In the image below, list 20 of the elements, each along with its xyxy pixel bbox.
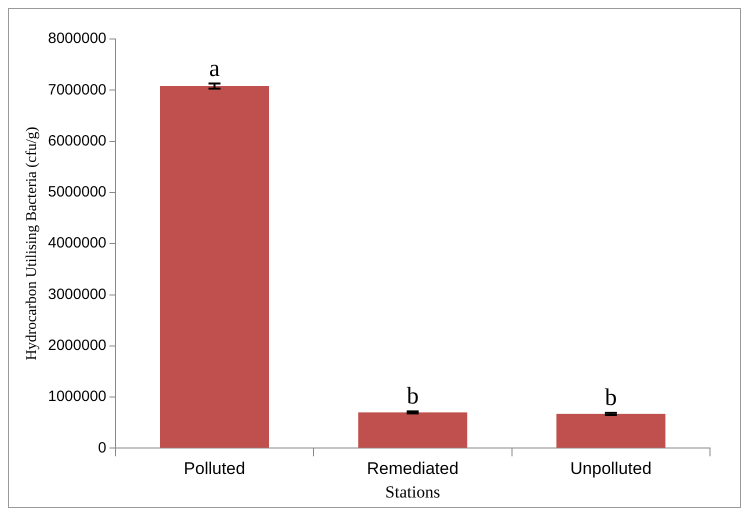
y-tick-label: 1000000 <box>48 388 106 406</box>
y-tick-label: 2000000 <box>48 337 106 354</box>
y-tick-label: 3000000 <box>48 286 106 303</box>
y-tick-label: 8000000 <box>48 30 106 48</box>
x-tick-label: Unpolluted <box>570 459 652 478</box>
y-tick-label: 4000000 <box>48 234 106 252</box>
y-tick-label: 7000000 <box>48 81 106 98</box>
y-axis-title: Hydrocarbon Utilising Bacteria (cfu/g) <box>24 126 40 360</box>
y-tick-label: 6000000 <box>48 132 106 150</box>
x-tick-label: Remediated <box>366 459 459 478</box>
bar <box>556 414 666 448</box>
annotation: a <box>209 56 220 82</box>
annotation: b <box>406 384 419 410</box>
bar <box>358 412 468 448</box>
x-axis-title: Stations <box>385 482 440 502</box>
y-tick-label: 5000000 <box>48 184 106 201</box>
bar <box>160 86 269 448</box>
x-tick-label: Polluted <box>184 459 246 478</box>
y-tick-label: 0 <box>98 439 106 456</box>
annotation: b <box>604 385 617 412</box>
